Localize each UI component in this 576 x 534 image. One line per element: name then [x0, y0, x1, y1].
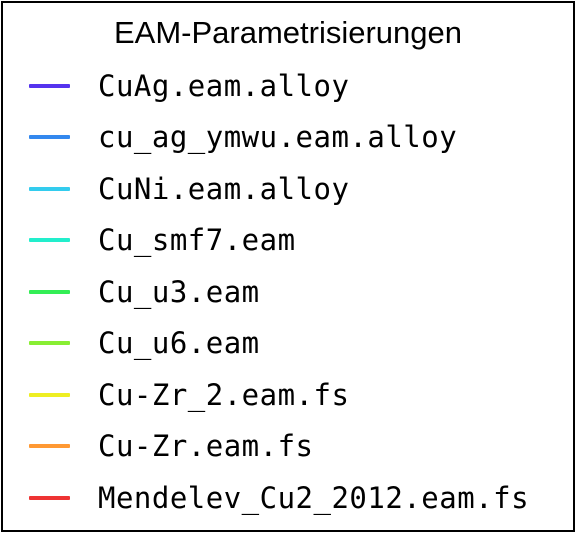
- legend-label: cu_ag_ymwu.eam.alloy: [98, 120, 458, 155]
- legend-entry-cuag-eam-alloy: CuAg.eam.alloy: [3, 60, 573, 112]
- legend-entry-mendelev-cu2-2012-eam-fs: Mendelev_Cu2_2012.eam.fs: [3, 472, 573, 524]
- legend-entry-cu-zr-eam-fs: Cu-Zr.eam.fs: [3, 421, 573, 473]
- legend-swatch: [29, 495, 70, 500]
- legend-swatch: [29, 444, 70, 449]
- legend-swatch: [29, 392, 70, 397]
- legend-label: Cu-Zr.eam.fs: [98, 429, 314, 464]
- legend-entries: CuAg.eam.alloy cu_ag_ymwu.eam.alloy CuNi…: [3, 60, 573, 524]
- legend-swatch: [29, 341, 70, 346]
- legend-swatch: [29, 186, 70, 191]
- legend-swatch: [29, 238, 70, 243]
- legend-title: EAM-Parametrisierungen: [113, 15, 463, 50]
- legend-label: Cu_u6.eam: [98, 326, 260, 361]
- legend-entry-cuni-eam-alloy: CuNi.eam.alloy: [3, 163, 573, 215]
- legend-label: Cu_u3.eam: [98, 274, 260, 309]
- legend-entry-cu-u3-eam: Cu_u3.eam: [3, 266, 573, 318]
- legend-label: CuAg.eam.alloy: [98, 68, 350, 103]
- legend-swatch: [29, 289, 70, 294]
- legend-entry-cu-smf7-eam: Cu_smf7.eam: [3, 215, 573, 267]
- legend-entry-cu-u6-eam: Cu_u6.eam: [3, 318, 573, 370]
- legend-swatch: [29, 135, 70, 140]
- legend-label: Mendelev_Cu2_2012.eam.fs: [98, 480, 530, 515]
- legend-entry-cu-ag-ymwu-eam-alloy: cu_ag_ymwu.eam.alloy: [3, 112, 573, 164]
- legend-label: CuNi.eam.alloy: [98, 171, 350, 206]
- legend-label: Cu_smf7.eam: [98, 223, 296, 258]
- legend-label: Cu-Zr_2.eam.fs: [98, 377, 350, 412]
- legend-entry-cu-zr-2-eam-fs: Cu-Zr_2.eam.fs: [3, 369, 573, 421]
- legend-swatch: [29, 83, 70, 88]
